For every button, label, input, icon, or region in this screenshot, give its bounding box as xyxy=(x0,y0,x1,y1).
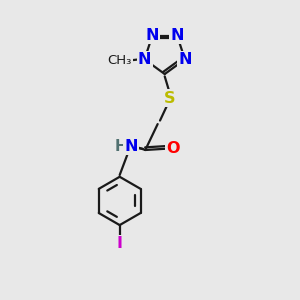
Text: CH₃: CH₃ xyxy=(107,54,132,68)
Text: N: N xyxy=(178,52,192,67)
Text: N: N xyxy=(146,28,159,43)
Text: S: S xyxy=(164,91,176,106)
Text: I: I xyxy=(117,236,123,251)
Text: H: H xyxy=(114,139,126,154)
Text: O: O xyxy=(167,141,180,156)
Text: N: N xyxy=(170,28,184,43)
Text: N: N xyxy=(138,52,151,67)
Text: N: N xyxy=(125,139,138,154)
